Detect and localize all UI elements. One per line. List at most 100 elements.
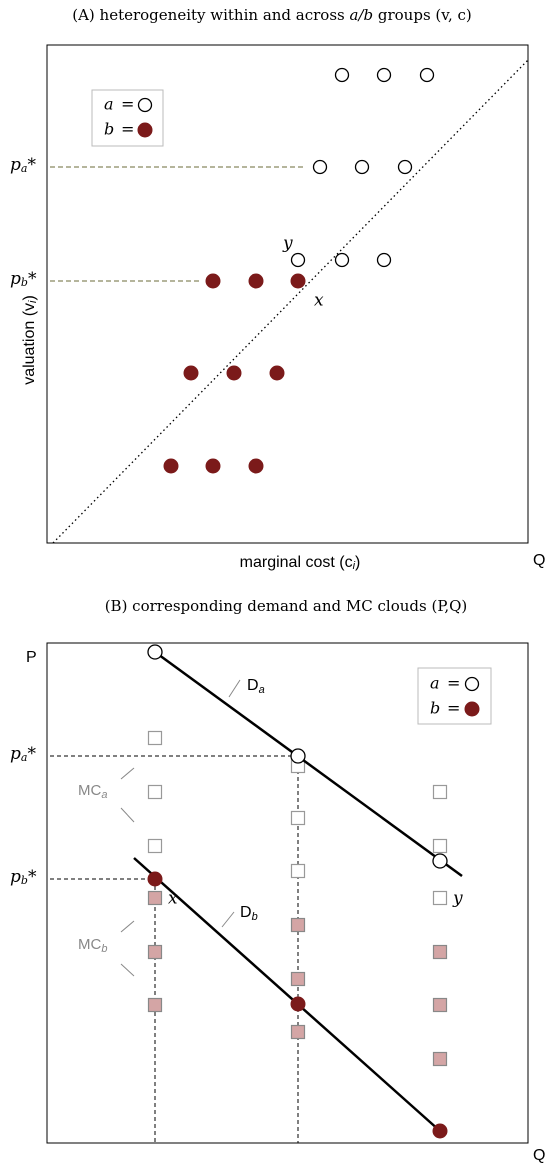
point (248, 273, 264, 289)
square (432, 997, 448, 1013)
square (417, 667, 492, 725)
text-part: a (21, 751, 28, 764)
text-part: p (10, 867, 21, 887)
text-part: * (27, 155, 36, 175)
text-part: i (353, 560, 356, 572)
q-label: Q (533, 1147, 545, 1164)
point (248, 458, 264, 474)
square (290, 810, 306, 826)
da-label: Da (247, 677, 265, 696)
text-part: b (21, 874, 28, 887)
text-part: a (259, 684, 265, 696)
text-part: b (21, 276, 28, 289)
plot-frame (46, 44, 529, 544)
panel-b: (B) corresponding demand and MC clouds (… (10, 597, 545, 1164)
legend-a: a (430, 674, 440, 693)
text-part: D (240, 904, 252, 921)
legend-eq: = (121, 120, 134, 139)
panel-title: (B) corresponding demand and MC clouds (… (105, 597, 468, 615)
point (432, 853, 448, 869)
point (419, 67, 435, 83)
square (290, 917, 306, 933)
square (147, 997, 163, 1013)
square (147, 838, 163, 854)
leader-lines (120, 679, 241, 977)
point (147, 644, 163, 660)
point (334, 252, 350, 268)
square (147, 944, 163, 960)
text-part: D (247, 677, 259, 694)
point (334, 67, 350, 83)
demand-b (133, 857, 441, 1132)
square (432, 784, 448, 800)
text-part: p (10, 269, 21, 289)
legend-b: b (430, 699, 440, 718)
point (163, 458, 179, 474)
q-label: Q (533, 552, 545, 569)
square (147, 890, 163, 906)
line (221, 911, 235, 928)
panel-title: (A) heterogeneity within and across a/b … (72, 6, 472, 24)
point (183, 365, 199, 381)
point (354, 159, 370, 175)
open-points (290, 67, 435, 268)
point-label: y (452, 889, 463, 909)
text-part: marginal cost (c (240, 554, 353, 571)
p-label: P (26, 649, 37, 666)
legend-eq: = (447, 699, 460, 718)
pa-label: pa* (10, 155, 36, 176)
pb-label: pb* (10, 269, 37, 290)
legend: a = b = (417, 667, 492, 725)
point (290, 252, 306, 268)
text-part: * (28, 269, 37, 289)
open-points (147, 644, 448, 869)
filled-points (163, 273, 306, 474)
text-part: valuation (v (21, 303, 38, 385)
mcb-label: MCb (78, 936, 107, 955)
filled-points (147, 871, 448, 1139)
point (376, 67, 392, 83)
square (432, 890, 448, 906)
point-label: x (314, 291, 324, 311)
diagonal (52, 59, 529, 544)
point (205, 273, 221, 289)
point (226, 365, 242, 381)
square (91, 89, 164, 147)
text-part: groups (373, 6, 435, 24)
point (290, 273, 306, 289)
point (137, 122, 153, 138)
point (376, 252, 392, 268)
demand-a (154, 650, 463, 878)
text-part: a (21, 162, 28, 175)
text-part: (v, c) (435, 6, 471, 24)
square (290, 863, 306, 879)
line (120, 963, 135, 977)
legend-eq: = (121, 95, 134, 114)
text-part: MC (78, 782, 101, 799)
point-label: y (282, 234, 293, 254)
square (290, 1024, 306, 1040)
point (290, 748, 306, 764)
line (120, 807, 135, 823)
point (432, 1123, 448, 1139)
y-axis-label: valuation (vi) (21, 295, 39, 385)
text-part: ) (355, 554, 360, 571)
line (120, 920, 135, 933)
text-part: MC (78, 936, 101, 953)
db-label: Db (240, 904, 258, 923)
text-part: a (101, 789, 107, 801)
text-part: a/b (350, 6, 374, 24)
legend-a: a (104, 95, 114, 114)
point (147, 871, 163, 887)
text-part: * (27, 744, 36, 764)
square (147, 730, 163, 746)
text-part: p (10, 155, 21, 175)
point (464, 701, 480, 717)
pb-label: pb* (10, 867, 37, 888)
square (432, 838, 448, 854)
point (137, 97, 153, 113)
text-part: p (10, 744, 21, 764)
line (120, 767, 135, 780)
legend-b: b (104, 120, 114, 139)
